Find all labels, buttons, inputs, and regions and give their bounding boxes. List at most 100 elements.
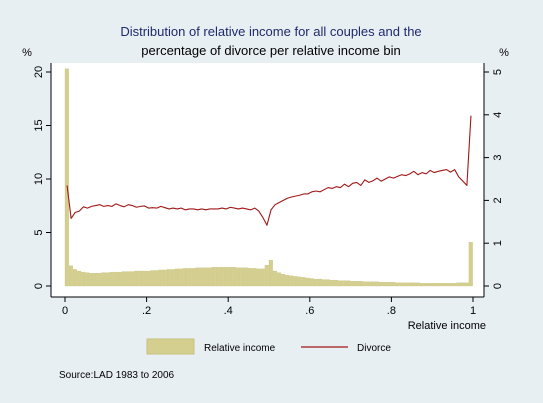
bar (350, 281, 355, 287)
x-tick-label: 1 (470, 305, 476, 317)
bar (325, 279, 330, 287)
bar (309, 278, 314, 287)
bar (154, 270, 159, 287)
bar (468, 241, 473, 287)
bar (211, 267, 216, 287)
bar (77, 270, 82, 287)
chart-title-line-1: Distribution of relative income for all … (120, 24, 421, 39)
legend-label-divorce: Divorce (357, 343, 391, 354)
x-tick-label: 0 (62, 305, 68, 317)
y-right-tick-label: 0 (492, 283, 504, 289)
bar (199, 267, 204, 287)
bar (248, 268, 253, 287)
bar (391, 282, 396, 287)
y-right-tick-label: 4 (492, 112, 504, 118)
legend-swatch-relative-income (146, 338, 195, 355)
bar (175, 268, 179, 287)
bar (101, 272, 106, 287)
y-right-tick-label: 1 (492, 240, 504, 246)
bar (130, 271, 135, 287)
bar (383, 282, 388, 287)
bar (370, 281, 375, 287)
bar (285, 275, 290, 287)
bar (448, 283, 453, 287)
bar (121, 271, 126, 287)
bar (134, 270, 139, 287)
bar-series-relative-income (64, 68, 473, 287)
bar (183, 268, 188, 287)
bar (109, 271, 114, 287)
bar (219, 267, 224, 287)
bar (89, 273, 94, 287)
bar (179, 268, 184, 287)
bar (407, 282, 412, 287)
bar (440, 283, 445, 287)
bar (166, 269, 171, 287)
bar (138, 270, 143, 287)
y-left-tick-label: 10 (33, 173, 45, 185)
bar (354, 281, 359, 287)
bar (293, 276, 298, 287)
bar (317, 278, 322, 287)
bar (313, 278, 318, 287)
bar (427, 283, 432, 287)
bar (195, 267, 200, 287)
bar (436, 283, 441, 287)
bar (338, 280, 343, 287)
y-right-tick-label: 2 (492, 197, 504, 203)
bar (203, 267, 208, 287)
bar (419, 283, 424, 287)
bar (64, 68, 69, 287)
bar (346, 280, 351, 287)
bar (142, 270, 147, 287)
bar (268, 260, 273, 287)
bar (113, 271, 118, 287)
bar (334, 279, 339, 287)
bar (272, 270, 277, 287)
line-series-divorce (66, 115, 472, 226)
bar (403, 282, 408, 287)
y-axis-right-label: % (499, 47, 509, 59)
bar (297, 276, 302, 287)
bar (444, 283, 449, 287)
y-left-tick-label: 15 (33, 119, 45, 131)
bar (191, 268, 196, 287)
bar (374, 281, 379, 287)
bar (264, 264, 269, 287)
bar (460, 282, 465, 287)
bar (170, 269, 175, 287)
bar (187, 268, 192, 287)
x-tick-label: .2 (142, 305, 151, 317)
y-right-tick-label: 5 (492, 69, 504, 75)
bar (256, 268, 261, 287)
y-right-tick-label: 3 (492, 155, 504, 161)
bar (456, 282, 461, 287)
bar (399, 282, 404, 287)
bar (415, 282, 420, 287)
bar (93, 273, 98, 287)
bar (73, 269, 77, 287)
bar (150, 270, 155, 287)
bar (252, 268, 257, 287)
bar (81, 271, 86, 287)
bar (215, 267, 220, 287)
bar (411, 282, 416, 287)
bar (162, 269, 167, 287)
legend-label-relative-income: Relative income (204, 343, 276, 354)
bar (232, 267, 237, 287)
bar (330, 279, 335, 287)
bar (281, 274, 286, 287)
y-axis-left-label: % (22, 47, 32, 59)
bar (244, 267, 249, 287)
bar (432, 283, 437, 287)
y-left-tick-label: 20 (33, 66, 45, 78)
bar (97, 273, 102, 287)
bar (379, 282, 383, 287)
bar (305, 277, 310, 287)
bar (366, 281, 371, 287)
bar (240, 267, 245, 287)
bar (146, 270, 151, 287)
bar (277, 272, 281, 287)
bar (85, 272, 90, 287)
